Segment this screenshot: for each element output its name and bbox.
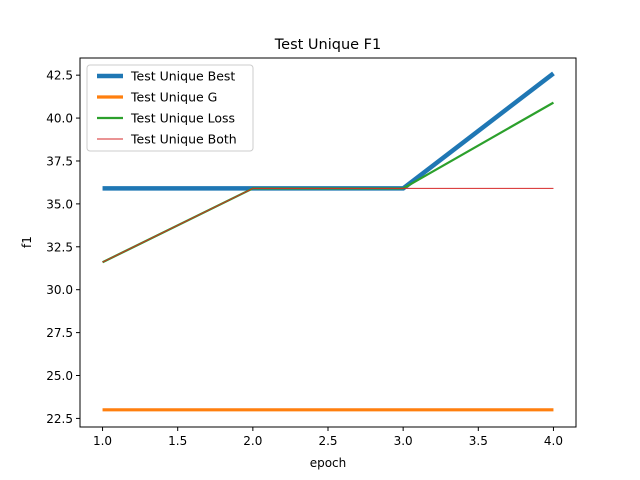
y-tick-label: 25.0 (46, 369, 73, 383)
x-tick-label: 1.5 (168, 434, 187, 448)
x-axis-label: epoch (310, 456, 347, 470)
y-tick-label: 32.5 (46, 240, 73, 254)
legend-box (86, 64, 254, 152)
y-tick-label: 40.0 (46, 112, 73, 126)
legend-label-1: Test Unique Best (130, 69, 235, 84)
y-tick-label: 37.5 (46, 154, 73, 168)
x-tick-label: 3.0 (394, 434, 413, 448)
y-tick-label: 27.5 (46, 326, 73, 340)
legend-label-2: Test Unique G (130, 90, 217, 105)
y-tick-label: 42.5 (46, 69, 73, 83)
legend-label-4: Test Unique Both (130, 132, 237, 147)
legend-label-3: Test Unique Loss (130, 111, 235, 126)
y-tick-label: 22.5 (46, 412, 73, 426)
chart-title: Test Unique F1 (274, 37, 381, 53)
x-tick-label: 4.0 (544, 434, 563, 448)
legend: Test Unique Best Test Unique G Test Unique… (86, 64, 254, 152)
x-tick-label: 2.0 (243, 434, 262, 448)
series-line-4 (102, 187, 554, 263)
y-tick-label: 30.0 (46, 283, 73, 297)
series-layer (102, 71, 555, 412)
y-axis: 22.5 25.0 27.5 30.0 32.5 35.0 37.5 40.0 42.5 (46, 69, 80, 426)
x-axis: 1.0 1.5 2.0 2.5 3.0 3.5 4.0 (93, 427, 563, 448)
x-tick-label: 1.0 (93, 434, 112, 448)
y-axis-label: f1 (20, 236, 34, 248)
y-tick-label: 35.0 (46, 197, 73, 211)
x-tick-label: 3.5 (469, 434, 488, 448)
x-tick-label: 2.5 (318, 434, 337, 448)
